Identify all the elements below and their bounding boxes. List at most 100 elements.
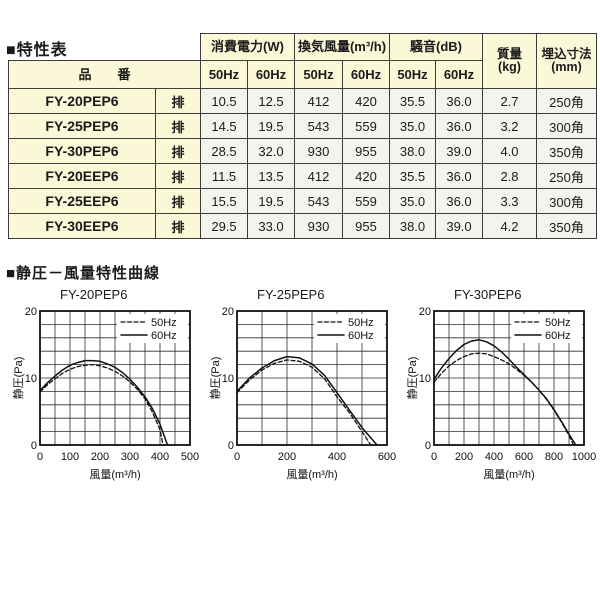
x-tick-label: 800 (545, 451, 563, 463)
col-dimensions-line1: 埋込寸法 (541, 46, 592, 61)
x-tick-label: 400 (485, 451, 503, 463)
airflow-60hz-cell: 559 (342, 113, 390, 139)
power-60hz-cell: 13.5 (247, 163, 295, 189)
y-tick-label: 10 (419, 373, 431, 385)
x-tick-label: 1000 (572, 451, 596, 463)
airflow-60hz-cell: 955 (342, 138, 390, 164)
plot-border (39, 310, 191, 446)
x-tick-label: 400 (151, 451, 169, 463)
header-row-sub: 品 番 50Hz 60Hz 50Hz 60Hz 50Hz 60Hz (8, 60, 597, 89)
noise-60hz-cell: 39.0 (435, 138, 483, 164)
col-power-60hz: 60Hz (247, 60, 295, 89)
power-50hz-cell: 10.5 (200, 88, 248, 114)
power-60hz-cell: 33.0 (247, 213, 295, 239)
y-axis-label: 静圧(Pa) (11, 357, 25, 400)
mass-cell: 4.2 (482, 213, 537, 239)
power-60hz-cell: 19.5 (247, 188, 295, 214)
curve-50hz (236, 359, 372, 446)
noise-60hz-cell: 36.0 (435, 163, 483, 189)
y-tick-label: 20 (222, 306, 234, 318)
airflow-60hz-cell: 420 (342, 163, 390, 189)
legend-background (314, 314, 385, 343)
header-spacer (9, 34, 201, 61)
x-axis-label: 風量(m³/h) (483, 468, 534, 481)
dimensions-cell: 350角 (536, 213, 597, 239)
x-axis-label: 風量(m³/h) (286, 468, 337, 481)
airflow-50hz-cell: 543 (294, 188, 343, 214)
legend-label-50hz: 50Hz (545, 317, 571, 329)
noise-50hz-cell: 35.0 (389, 188, 436, 214)
x-tick-label: 200 (91, 451, 109, 463)
noise-60hz-cell: 39.0 (435, 213, 483, 239)
x-tick-label: 400 (328, 451, 346, 463)
x-tick-label: 600 (378, 451, 396, 463)
airflow-60hz-cell: 955 (342, 213, 390, 239)
chart-title: FY-30PEP6 (454, 287, 522, 302)
table-row: FY-25EEP6 排 15.5 19.5 543 559 35.0 36.0 … (8, 188, 597, 214)
airflow-50hz-cell: 412 (294, 163, 343, 189)
noise-60hz-cell: 36.0 (435, 188, 483, 214)
power-50hz-cell: 11.5 (200, 163, 248, 189)
dimensions-cell: 300角 (536, 113, 597, 139)
dimensions-cell: 350角 (536, 138, 597, 164)
legend-background (117, 314, 188, 343)
chart-title: FY-25PEP6 (257, 287, 325, 302)
y-tick-label: 0 (228, 440, 234, 452)
page-title: ■特性表 (6, 42, 68, 59)
noise-60hz-cell: 36.0 (435, 88, 483, 114)
dimensions-cell: 300角 (536, 188, 597, 214)
col-product-number: 品 番 (8, 60, 201, 89)
legend-label-60hz: 60Hz (151, 330, 177, 342)
col-power-50hz: 50Hz (200, 60, 248, 89)
mass-cell: 3.2 (482, 113, 537, 139)
x-tick-label: 200 (278, 451, 296, 463)
section-title: ■静圧－風量特性曲線 (6, 265, 161, 282)
x-tick-label: 600 (515, 451, 533, 463)
y-tick-label: 0 (31, 440, 37, 452)
exhaust-type-cell: 排 (155, 213, 201, 239)
noise-50hz-cell: 35.5 (389, 88, 436, 114)
mass-cell: 4.0 (482, 138, 537, 164)
characteristic-charts: FY-20PEP6 50Hz 60Hz 0 100 200 300 400 500 0 10 20 静… (10, 287, 600, 483)
col-airflow-50hz: 50Hz (294, 60, 343, 89)
legend-label-60hz: 60Hz (348, 330, 374, 342)
noise-50hz-cell: 38.0 (389, 213, 436, 239)
col-airflow-60hz: 60Hz (342, 60, 390, 89)
chart: FY-20PEP6 50Hz 60Hz 0 100 200 300 400 500 0 10 20 静… (10, 287, 207, 483)
noise-50hz-cell: 35.0 (389, 113, 436, 139)
exhaust-type-cell: 排 (155, 88, 201, 114)
mass-cell: 3.3 (482, 188, 537, 214)
header-row-groups: 消費電力(W) 換気風量(m³/h) 騒音(dB) 質量 (kg) 埋込寸法 (… (9, 33, 597, 89)
curve-60hz (236, 355, 378, 446)
curve-60hz (39, 359, 169, 446)
plot-border (433, 310, 585, 446)
model-cell: FY-20PEP6 (8, 88, 156, 114)
x-tick-label: 0 (234, 451, 240, 463)
airflow-50hz-cell: 543 (294, 113, 343, 139)
legend-background (511, 314, 582, 343)
noise-50hz-cell: 38.0 (389, 138, 436, 164)
model-cell: FY-25EEP6 (8, 188, 156, 214)
col-group-power: 消費電力(W) (200, 33, 295, 61)
legend-label-50hz: 50Hz (348, 317, 374, 329)
power-50hz-cell: 29.5 (200, 213, 248, 239)
chart: FY-25PEP6 50Hz 60Hz 0 200 400 600 0 10 20 静圧(Pa) 風… (207, 287, 404, 483)
table-row: FY-30PEP6 排 28.5 32.0 930 955 38.0 39.0 … (8, 138, 597, 164)
spec-table: 消費電力(W) 換気風量(m³/h) 騒音(dB) 質量 (kg) 埋込寸法 (… (8, 33, 597, 239)
airflow-50hz-cell: 412 (294, 88, 343, 114)
col-dimensions-line2: (mm) (551, 60, 582, 74)
col-mass-line2: (kg) (498, 60, 521, 74)
col-noise-50hz: 50Hz (389, 60, 436, 89)
x-tick-label: 500 (181, 451, 199, 463)
col-group-airflow: 換気風量(m³/h) (294, 33, 390, 61)
chart-title: FY-20PEP6 (60, 287, 128, 302)
exhaust-type-cell: 排 (155, 188, 201, 214)
legend-label-60hz: 60Hz (545, 330, 571, 342)
col-noise-60hz: 60Hz (435, 60, 483, 89)
x-tick-label: 0 (37, 451, 43, 463)
x-tick-label: 300 (121, 451, 139, 463)
y-tick-label: 10 (222, 373, 234, 385)
plot-border (236, 310, 388, 446)
